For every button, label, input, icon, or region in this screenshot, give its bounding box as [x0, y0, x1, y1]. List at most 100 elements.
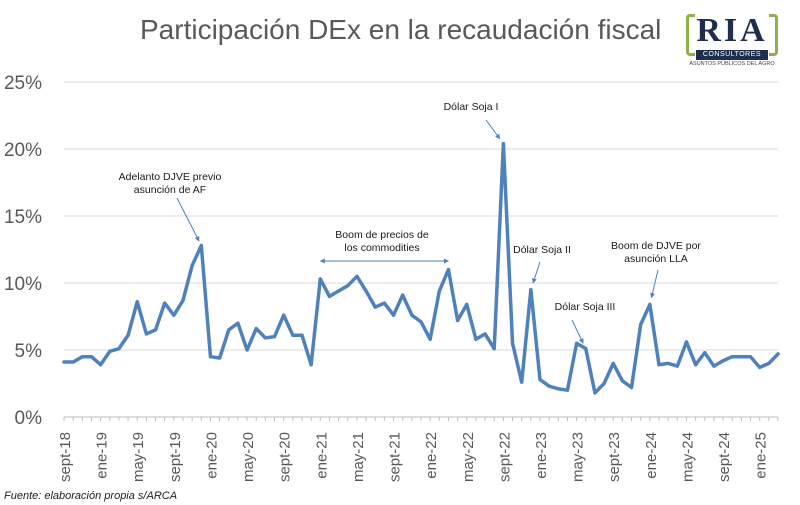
source-note: Fuente: elaboración propia s/ARCA — [4, 490, 178, 502]
data-point — [410, 313, 414, 317]
data-point — [456, 318, 460, 323]
annotation-label: Dólar Soja III — [555, 301, 616, 313]
data-point — [629, 385, 634, 390]
data-point — [565, 388, 570, 392]
chart-title: Participación DEx en la recaudación fisc… — [140, 14, 662, 45]
x-tick-label: sept-22 — [496, 432, 513, 482]
data-point — [684, 340, 689, 344]
data-point — [730, 355, 734, 359]
data-point — [492, 347, 496, 351]
data-point — [89, 355, 94, 359]
annotations: Adelanto DJVE previo asunción de AF Boom d… — [119, 101, 701, 344]
x-tick-label: may-19 — [130, 432, 147, 482]
data-point — [575, 341, 579, 345]
x-tick-label: sept-20 — [277, 432, 294, 482]
data-point — [135, 300, 139, 304]
data-point — [675, 364, 679, 368]
annotation-label: Boom de precios de los commodities — [335, 229, 429, 254]
data-point — [547, 384, 551, 388]
annotation-arrow — [532, 261, 541, 284]
logo-main-text: RIA — [696, 12, 768, 49]
annotation-line: asunción LLA — [624, 253, 688, 265]
data-point — [108, 349, 112, 353]
data-point — [639, 322, 643, 327]
x-tick-label: may-24 — [679, 432, 696, 482]
x-tick-label: ene-21 — [313, 432, 330, 479]
data-points — [62, 142, 780, 395]
y-tick-label: 25% — [4, 73, 42, 94]
data-point — [556, 387, 560, 391]
data-point — [483, 332, 487, 336]
data-point — [71, 360, 75, 364]
data-point — [437, 289, 441, 293]
data-point — [153, 328, 158, 332]
y-axis-ticks: 0% 5% 10% 15% 20% 25% — [4, 73, 42, 429]
data-point — [474, 337, 478, 341]
y-tick-label: 15% — [4, 207, 42, 228]
data-point — [364, 289, 368, 293]
annotation-label: Adelanto DJVE previo asunción de AF — [119, 171, 222, 196]
data-point — [584, 347, 588, 351]
x-tick-label: may-23 — [570, 432, 587, 482]
data-point — [520, 380, 524, 384]
data-point — [758, 365, 762, 370]
data-point — [446, 268, 451, 272]
data-point — [272, 335, 277, 339]
data-point — [648, 302, 652, 307]
data-point — [190, 263, 194, 268]
data-point — [126, 333, 130, 337]
annotation-line: los commodities — [344, 242, 419, 254]
data-point — [254, 326, 258, 331]
logo-subtitle: ASUNTOS PÚBLICOS DEL AGRO — [689, 61, 775, 67]
data-point — [144, 332, 148, 336]
data-point — [538, 377, 542, 382]
annotation-label: Boom de DJVE por asunción LLA — [611, 240, 701, 265]
logo-band-text: CONSULTORES — [696, 50, 768, 60]
data-point — [602, 381, 606, 386]
data-point — [208, 355, 213, 359]
data-point — [401, 293, 405, 297]
y-tick-label: 10% — [4, 274, 42, 295]
x-axis — [63, 416, 779, 421]
data-point — [703, 351, 707, 355]
data-point — [593, 391, 597, 395]
x-tick-label: ene-23 — [533, 432, 550, 479]
data-point — [657, 363, 661, 367]
y-tick-label: 5% — [15, 341, 43, 362]
data-point — [218, 356, 222, 360]
data-point — [428, 337, 432, 341]
data-point — [245, 348, 249, 352]
data-point — [99, 363, 103, 367]
data-point — [501, 142, 505, 146]
annotation: Dólar Soja II — [513, 244, 571, 284]
data-point — [419, 320, 423, 324]
data-point — [291, 333, 295, 337]
data-point — [721, 359, 725, 363]
y-tick-label: 20% — [4, 140, 42, 161]
annotation-line: Dólar Soja III — [555, 301, 616, 313]
x-tick-label: sept-23 — [606, 432, 623, 482]
x-tick-label: may-20 — [240, 432, 257, 482]
data-point — [391, 313, 396, 317]
data-point — [666, 361, 670, 365]
data-point — [181, 298, 185, 303]
data-point — [337, 289, 341, 293]
data-point — [236, 321, 240, 325]
logo-right-bracket — [769, 14, 778, 56]
x-tick-label: sept-21 — [387, 432, 404, 482]
data-point — [263, 336, 267, 340]
annotation: Boom de DJVE por asunción LLA — [611, 240, 701, 299]
data-point — [767, 361, 771, 365]
annotation-arrow — [176, 197, 200, 242]
annotation-line: Boom de precios de — [335, 229, 429, 241]
annotation-line: Boom de DJVE por — [611, 240, 701, 252]
annotation: Adelanto DJVE previo asunción de AF — [119, 171, 222, 242]
annotation-arrow — [485, 119, 501, 140]
data-point — [373, 305, 377, 309]
data-point — [227, 328, 231, 332]
data-point — [282, 313, 286, 317]
x-axis-ticks: sept-18 ene-19 may-19 sept-19 ene-20 may-20 se… — [57, 432, 770, 482]
data-point — [355, 274, 359, 278]
x-tick-label: ene-22 — [423, 432, 440, 479]
